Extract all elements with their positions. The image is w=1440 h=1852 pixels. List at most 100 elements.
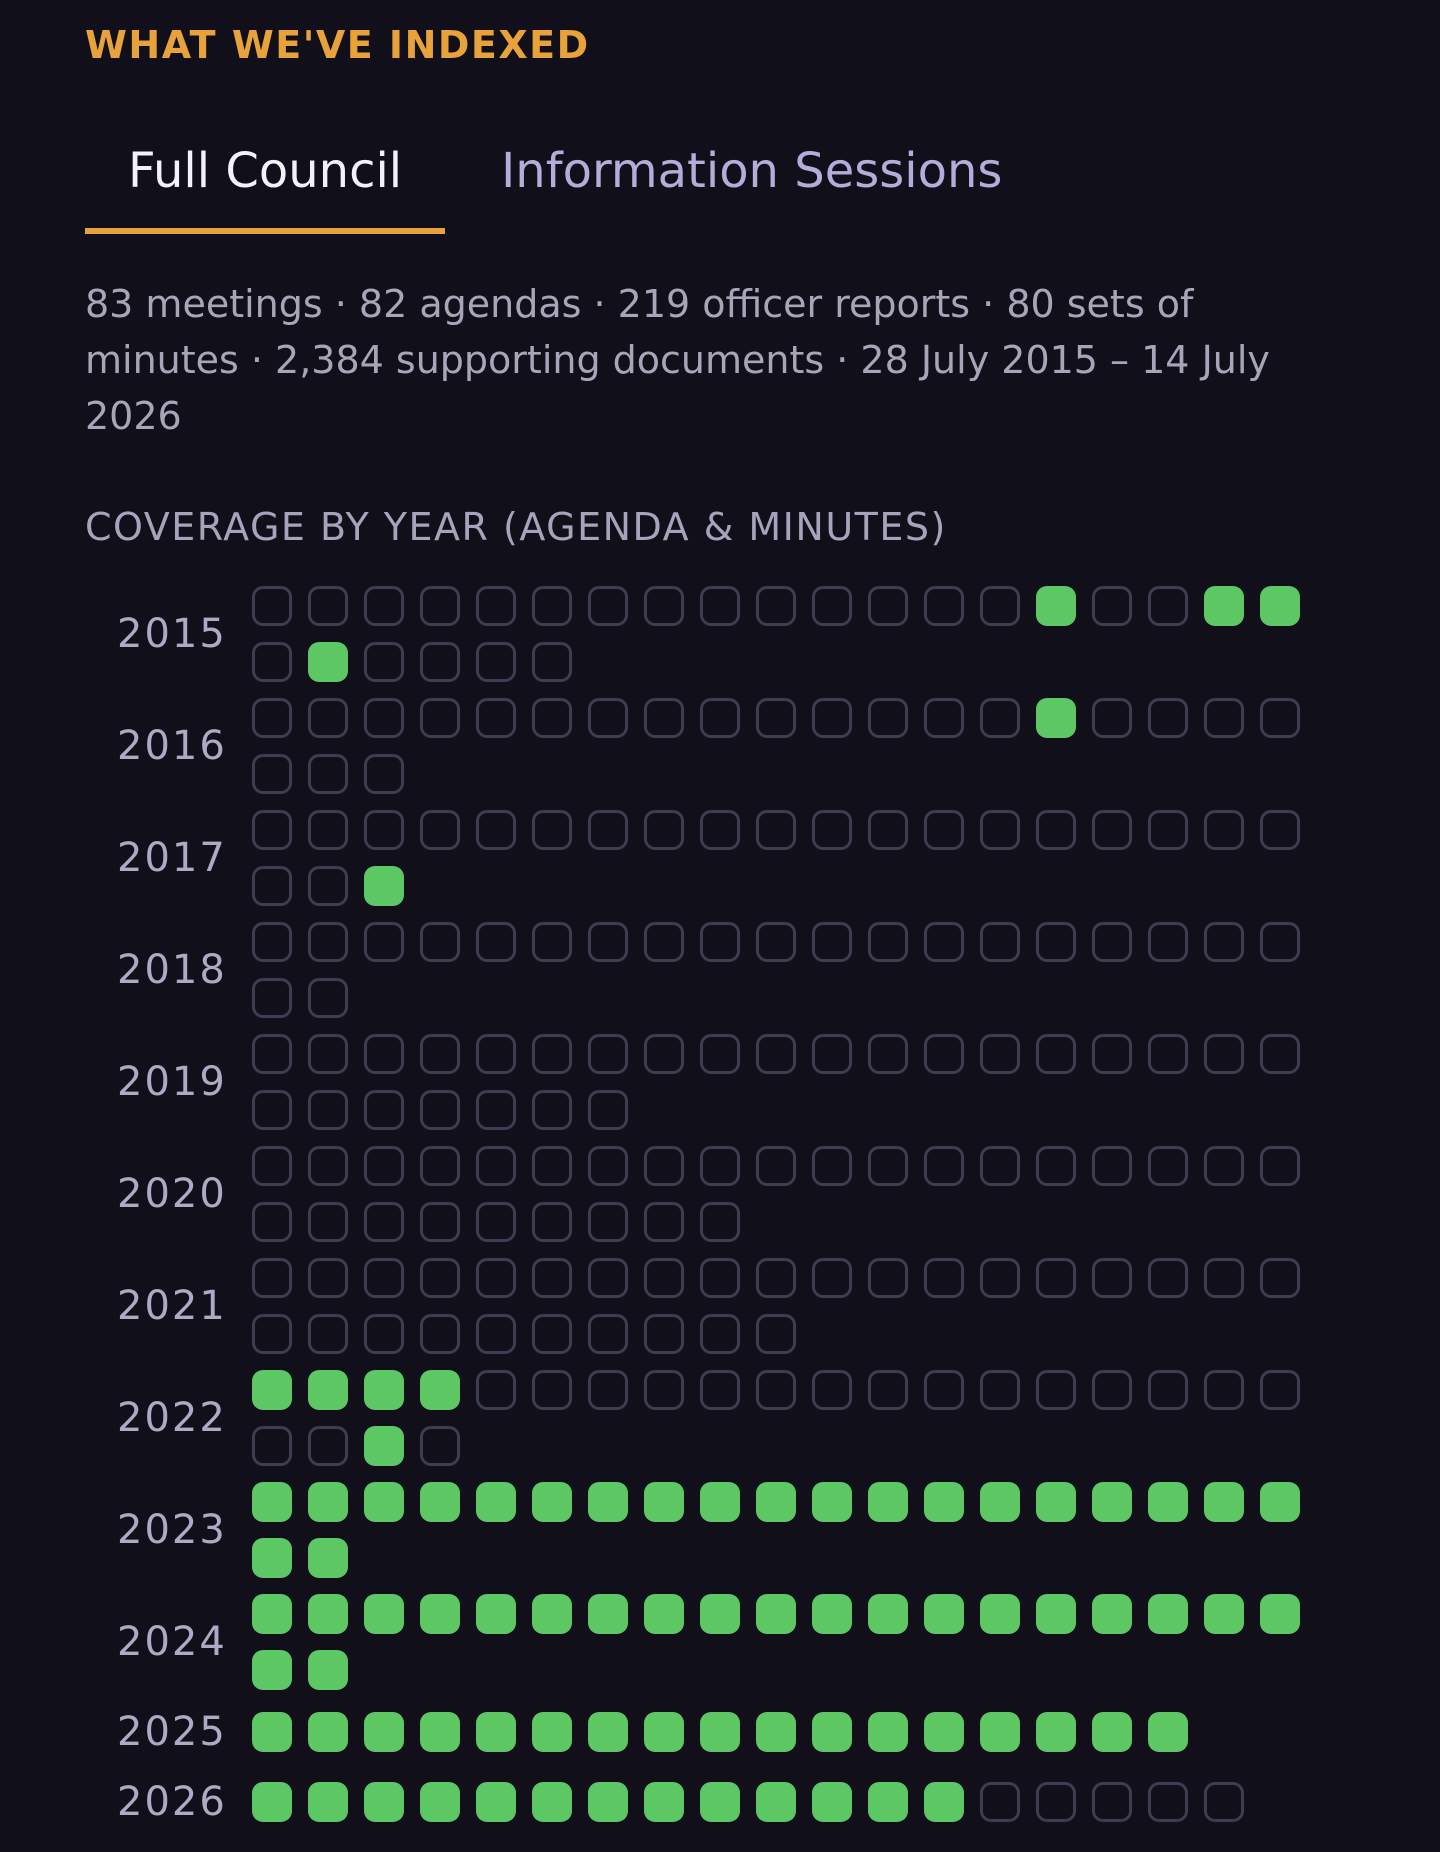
coverage-cell-2020-16[interactable] [1092, 1146, 1132, 1186]
coverage-cell-2017-8[interactable] [644, 810, 684, 850]
coverage-cell-2026-4[interactable] [420, 1782, 460, 1822]
coverage-cell-2022-4[interactable] [420, 1370, 460, 1410]
coverage-cell-2024-1[interactable] [252, 1594, 292, 1634]
coverage-cell-2024-18[interactable] [1204, 1594, 1244, 1634]
coverage-cell-2020-23[interactable] [420, 1202, 460, 1242]
coverage-cell-2020-24[interactable] [476, 1202, 516, 1242]
coverage-cell-2020-4[interactable] [420, 1146, 460, 1186]
coverage-cell-2023-12[interactable] [868, 1482, 908, 1522]
coverage-cell-2024-13[interactable] [924, 1594, 964, 1634]
coverage-cell-2022-22[interactable] [364, 1426, 404, 1466]
coverage-cell-2019-4[interactable] [420, 1034, 460, 1074]
coverage-cell-2023-14[interactable] [980, 1482, 1020, 1522]
coverage-cell-2019-6[interactable] [532, 1034, 572, 1074]
coverage-cell-2015-22[interactable] [364, 642, 404, 682]
coverage-cell-2018-11[interactable] [812, 922, 852, 962]
coverage-cell-2020-26[interactable] [588, 1202, 628, 1242]
coverage-cell-2023-20[interactable] [252, 1538, 292, 1578]
coverage-cell-2020-10[interactable] [756, 1146, 796, 1186]
coverage-cell-2016-4[interactable] [420, 698, 460, 738]
coverage-cell-2021-25[interactable] [532, 1314, 572, 1354]
coverage-cell-2019-25[interactable] [532, 1090, 572, 1130]
coverage-cell-2025-10[interactable] [756, 1712, 796, 1752]
coverage-cell-2025-17[interactable] [1148, 1712, 1188, 1752]
coverage-cell-2019-10[interactable] [756, 1034, 796, 1074]
coverage-cell-2017-11[interactable] [812, 810, 852, 850]
coverage-cell-2020-17[interactable] [1148, 1146, 1188, 1186]
coverage-cell-2022-16[interactable] [1092, 1370, 1132, 1410]
coverage-cell-2026-17[interactable] [1148, 1782, 1188, 1822]
coverage-cell-2024-4[interactable] [420, 1594, 460, 1634]
coverage-cell-2017-13[interactable] [924, 810, 964, 850]
coverage-cell-2024-7[interactable] [588, 1594, 628, 1634]
coverage-cell-2016-10[interactable] [756, 698, 796, 738]
coverage-cell-2017-19[interactable] [1260, 810, 1300, 850]
coverage-cell-2025-2[interactable] [308, 1712, 348, 1752]
coverage-cell-2024-9[interactable] [700, 1594, 740, 1634]
coverage-cell-2018-19[interactable] [1260, 922, 1300, 962]
coverage-cell-2016-7[interactable] [588, 698, 628, 738]
coverage-cell-2019-20[interactable] [252, 1090, 292, 1130]
coverage-cell-2017-17[interactable] [1148, 810, 1188, 850]
coverage-cell-2023-11[interactable] [812, 1482, 852, 1522]
coverage-cell-2021-23[interactable] [420, 1314, 460, 1354]
coverage-cell-2024-15[interactable] [1036, 1594, 1076, 1634]
coverage-cell-2021-9[interactable] [700, 1258, 740, 1298]
coverage-cell-2018-18[interactable] [1204, 922, 1244, 962]
coverage-cell-2021-3[interactable] [364, 1258, 404, 1298]
coverage-cell-2016-3[interactable] [364, 698, 404, 738]
coverage-cell-2015-10[interactable] [756, 586, 796, 626]
coverage-cell-2024-19[interactable] [1260, 1594, 1300, 1634]
coverage-cell-2018-3[interactable] [364, 922, 404, 962]
coverage-cell-2024-21[interactable] [308, 1650, 348, 1690]
coverage-cell-2017-12[interactable] [868, 810, 908, 850]
coverage-cell-2019-5[interactable] [476, 1034, 516, 1074]
coverage-cell-2019-1[interactable] [252, 1034, 292, 1074]
coverage-cell-2015-13[interactable] [924, 586, 964, 626]
coverage-cell-2021-27[interactable] [644, 1314, 684, 1354]
coverage-cell-2021-22[interactable] [364, 1314, 404, 1354]
coverage-cell-2021-19[interactable] [1260, 1258, 1300, 1298]
coverage-cell-2019-23[interactable] [420, 1090, 460, 1130]
coverage-cell-2024-20[interactable] [252, 1650, 292, 1690]
coverage-cell-2018-6[interactable] [532, 922, 572, 962]
coverage-cell-2023-7[interactable] [588, 1482, 628, 1522]
coverage-cell-2021-15[interactable] [1036, 1258, 1076, 1298]
coverage-cell-2023-10[interactable] [756, 1482, 796, 1522]
coverage-cell-2020-19[interactable] [1260, 1146, 1300, 1186]
coverage-cell-2017-4[interactable] [420, 810, 460, 850]
coverage-cell-2025-15[interactable] [1036, 1712, 1076, 1752]
coverage-cell-2020-13[interactable] [924, 1146, 964, 1186]
coverage-cell-2019-2[interactable] [308, 1034, 348, 1074]
coverage-cell-2020-15[interactable] [1036, 1146, 1076, 1186]
coverage-cell-2021-7[interactable] [588, 1258, 628, 1298]
coverage-cell-2024-10[interactable] [756, 1594, 796, 1634]
coverage-cell-2026-15[interactable] [1036, 1782, 1076, 1822]
coverage-cell-2021-12[interactable] [868, 1258, 908, 1298]
coverage-cell-2025-5[interactable] [476, 1712, 516, 1752]
coverage-cell-2022-6[interactable] [532, 1370, 572, 1410]
coverage-cell-2022-2[interactable] [308, 1370, 348, 1410]
coverage-cell-2015-21[interactable] [308, 642, 348, 682]
coverage-cell-2019-15[interactable] [1036, 1034, 1076, 1074]
coverage-cell-2022-3[interactable] [364, 1370, 404, 1410]
coverage-cell-2023-9[interactable] [700, 1482, 740, 1522]
coverage-cell-2022-5[interactable] [476, 1370, 516, 1410]
coverage-cell-2020-3[interactable] [364, 1146, 404, 1186]
coverage-cell-2022-8[interactable] [644, 1370, 684, 1410]
coverage-cell-2021-2[interactable] [308, 1258, 348, 1298]
coverage-cell-2015-25[interactable] [532, 642, 572, 682]
coverage-cell-2018-4[interactable] [420, 922, 460, 962]
coverage-cell-2026-11[interactable] [812, 1782, 852, 1822]
coverage-cell-2022-15[interactable] [1036, 1370, 1076, 1410]
coverage-cell-2018-1[interactable] [252, 922, 292, 962]
coverage-cell-2018-16[interactable] [1092, 922, 1132, 962]
coverage-cell-2017-21[interactable] [308, 866, 348, 906]
coverage-cell-2025-16[interactable] [1092, 1712, 1132, 1752]
coverage-cell-2016-8[interactable] [644, 698, 684, 738]
coverage-cell-2020-22[interactable] [364, 1202, 404, 1242]
coverage-cell-2016-17[interactable] [1148, 698, 1188, 738]
coverage-cell-2015-18[interactable] [1204, 586, 1244, 626]
coverage-cell-2020-2[interactable] [308, 1146, 348, 1186]
coverage-cell-2025-7[interactable] [588, 1712, 628, 1752]
